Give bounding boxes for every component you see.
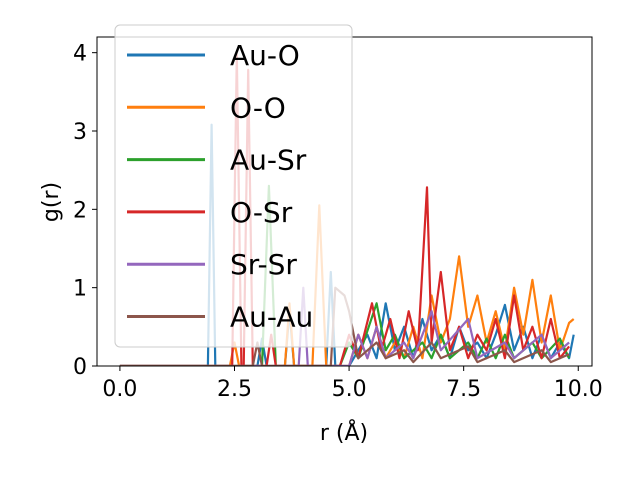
y-tick-label: 2 xyxy=(73,198,87,223)
legend-box xyxy=(114,24,353,348)
series-line-5 xyxy=(119,286,570,366)
legend-label: O-O xyxy=(230,91,286,124)
x-axis: 0.0 2.5 5.0 7.5 10.0 xyxy=(102,366,603,402)
y-tick-label: 0 xyxy=(73,355,87,380)
legend-label: Au-Sr xyxy=(230,144,307,177)
legend-label: Au-O xyxy=(230,39,300,72)
y-tick-label: 3 xyxy=(73,120,87,145)
x-tick-label: 5.0 xyxy=(332,377,367,402)
legend-label: O-Sr xyxy=(230,196,293,229)
x-tick-label: 2.5 xyxy=(217,377,252,402)
x-tick-label: 7.5 xyxy=(446,377,481,402)
x-tick-label: 10.0 xyxy=(554,377,603,402)
y-axis: 0 1 2 3 4 xyxy=(73,42,97,380)
series-line-4 xyxy=(119,286,570,366)
y-tick-label: 1 xyxy=(73,277,87,302)
x-axis-label: r (Å) xyxy=(320,419,368,446)
legend-label: Sr-Sr xyxy=(230,248,297,281)
y-tick-label: 4 xyxy=(73,42,87,67)
legend-label: Au-Au xyxy=(230,301,313,334)
x-tick-label: 0.0 xyxy=(102,377,137,402)
legend: Au-O O-O Au-Sr O-Sr Sr-Sr Au-Au xyxy=(114,24,353,348)
y-axis-label: g(r) xyxy=(39,182,64,222)
series-lines xyxy=(119,53,575,366)
